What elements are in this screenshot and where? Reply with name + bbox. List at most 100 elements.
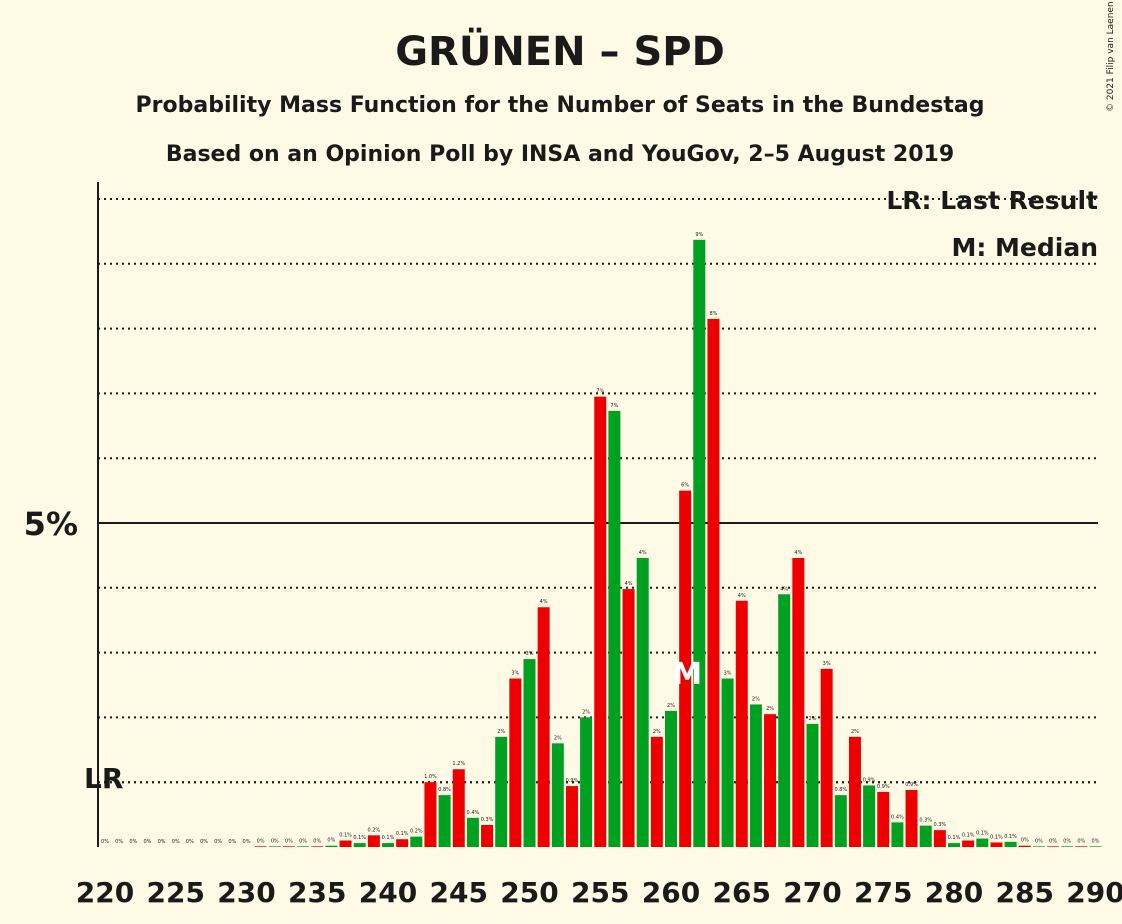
x-tick-250: 250 (500, 876, 558, 909)
last-result-marker: LR (84, 762, 123, 795)
bars (254, 239, 1102, 848)
bar-label-seat-263: 8% (709, 311, 717, 317)
bar-label-seat-247: 0.3% (481, 817, 494, 823)
bar-label-seat-231: 0% (257, 838, 265, 844)
bar-label-seat-281: 0.1% (962, 833, 975, 839)
bar-label-seat-289: 0% (1077, 838, 1085, 844)
x-tick-240: 240 (359, 876, 417, 909)
bar-seat-271 (820, 668, 833, 847)
bar-label-seat-283: 0.1% (990, 834, 1003, 840)
bar-label-seat-234: 0% (299, 838, 307, 844)
legend-last-result: LR: Last Result (886, 186, 1098, 215)
bar-seat-244 (438, 795, 451, 847)
bar-seat-246 (466, 817, 479, 847)
bar-label-seat-232: 0% (271, 838, 279, 844)
bar-seat-241 (396, 839, 409, 847)
bar-label-seat-255: 7% (596, 389, 604, 395)
bar-label-seat-275: 0.9% (877, 784, 890, 790)
bar-label-seat-279: 0.3% (933, 822, 946, 828)
bar-seat-252 (551, 743, 564, 847)
bar-seat-283 (990, 842, 1003, 847)
bar-label-seat-245: 1.2% (452, 761, 465, 767)
bar-label-seat-222: 0% (129, 839, 137, 845)
bar-seat-265 (735, 600, 748, 847)
bar-seat-277 (905, 789, 918, 847)
bar-seat-253 (565, 786, 578, 847)
bar-seat-233 (282, 846, 295, 847)
bar-seat-286 (1032, 846, 1045, 847)
bar-label-seat-230: 0% (243, 839, 251, 845)
bar-label-seat-223: 0% (143, 839, 151, 845)
bar-seat-235 (311, 846, 324, 847)
bar-label-seat-284: 0.1% (1004, 834, 1017, 840)
bar-label-seat-220: 0% (101, 839, 109, 845)
bar-seat-242 (410, 836, 423, 847)
bar-label-seat-285: 0% (1021, 838, 1029, 844)
bar-label-seat-276: 0.4% (891, 814, 904, 820)
bar-label-seat-260: 2% (667, 703, 675, 709)
chart-subtitle: Probability Mass Function for the Number… (136, 93, 985, 118)
bar-label-seat-237: 0.1% (339, 833, 352, 839)
bar-label-seat-228: 0% (214, 839, 222, 845)
bar-seat-268 (778, 594, 791, 847)
bar-seat-263 (707, 318, 720, 847)
bar-label-seat-278: 0.3% (919, 818, 932, 824)
bar-seat-238 (353, 843, 366, 847)
bar-label-seat-264: 3% (724, 671, 732, 677)
x-tick-275: 275 (854, 876, 912, 909)
x-tick-220: 220 (76, 876, 134, 909)
bar-seat-284 (1004, 841, 1017, 847)
bar-seat-254 (580, 717, 593, 847)
bar-label-seat-243: 1.0% (424, 774, 437, 780)
bar-seat-247 (481, 824, 494, 847)
bar-seat-275 (877, 791, 890, 847)
copyright-note: © 2021 Filip van Laenen (1106, 1, 1116, 112)
bar-label-seat-267: 2% (766, 706, 774, 712)
bar-seat-234 (297, 846, 310, 847)
bar-label-seat-256: 7% (610, 403, 618, 409)
x-tick-265: 265 (713, 876, 771, 909)
bar-label-seat-238: 0.1% (353, 835, 366, 841)
bar-seat-257 (622, 589, 635, 847)
bar-label-seat-288: 0% (1063, 838, 1071, 844)
x-tick-245: 245 (430, 876, 488, 909)
bar-seat-274 (863, 785, 876, 847)
x-tick-290: 290 (1066, 876, 1122, 909)
chart-subtitle-source: Based on an Opinion Poll by INSA and You… (166, 142, 954, 167)
bar-label-seat-221: 0% (115, 839, 123, 845)
bar-seat-251 (537, 607, 550, 847)
bar-seat-279 (933, 830, 946, 847)
bar-seat-264 (721, 678, 734, 847)
bar-label-seat-265: 4% (738, 593, 746, 599)
bar-label-seat-242: 0.2% (410, 829, 423, 835)
x-tick-285: 285 (996, 876, 1054, 909)
bar-label-seat-272: 0.8% (834, 787, 847, 793)
bar-seat-288 (1061, 846, 1074, 847)
bar-label-seat-268: 4% (780, 586, 788, 592)
bar-label-seat-290: 0% (1092, 838, 1100, 844)
legend-median: M: Median (951, 233, 1098, 262)
bar-label-seat-261: 6% (681, 483, 689, 489)
bar-seat-266 (749, 704, 762, 847)
bar-seat-232 (268, 846, 281, 847)
x-tick-230: 230 (217, 876, 275, 909)
bar-label-seat-257: 4% (625, 581, 633, 587)
bar-seat-276 (891, 822, 904, 847)
bar-seat-273 (848, 736, 861, 847)
bar-label-seat-233: 0% (285, 838, 293, 844)
bar-seat-270 (806, 723, 819, 847)
bar-label-seat-280: 0.1% (948, 835, 961, 841)
median-marker: M (672, 657, 702, 692)
bar-seat-243 (424, 782, 437, 847)
bar-seat-248 (495, 736, 508, 847)
chart-title: GRÜNEN – SPD (395, 27, 725, 75)
bar-label-seat-286: 0% (1035, 838, 1043, 844)
bar-seat-282 (976, 838, 989, 847)
bar-label-seat-248: 2% (497, 729, 505, 735)
bar-seat-272 (834, 795, 847, 847)
bar-label-seat-277: 0.9% (905, 782, 918, 788)
bar-label-seat-229: 0% (228, 839, 236, 845)
bar-label-seat-249: 3% (511, 671, 519, 677)
bar-seat-259 (650, 736, 663, 847)
